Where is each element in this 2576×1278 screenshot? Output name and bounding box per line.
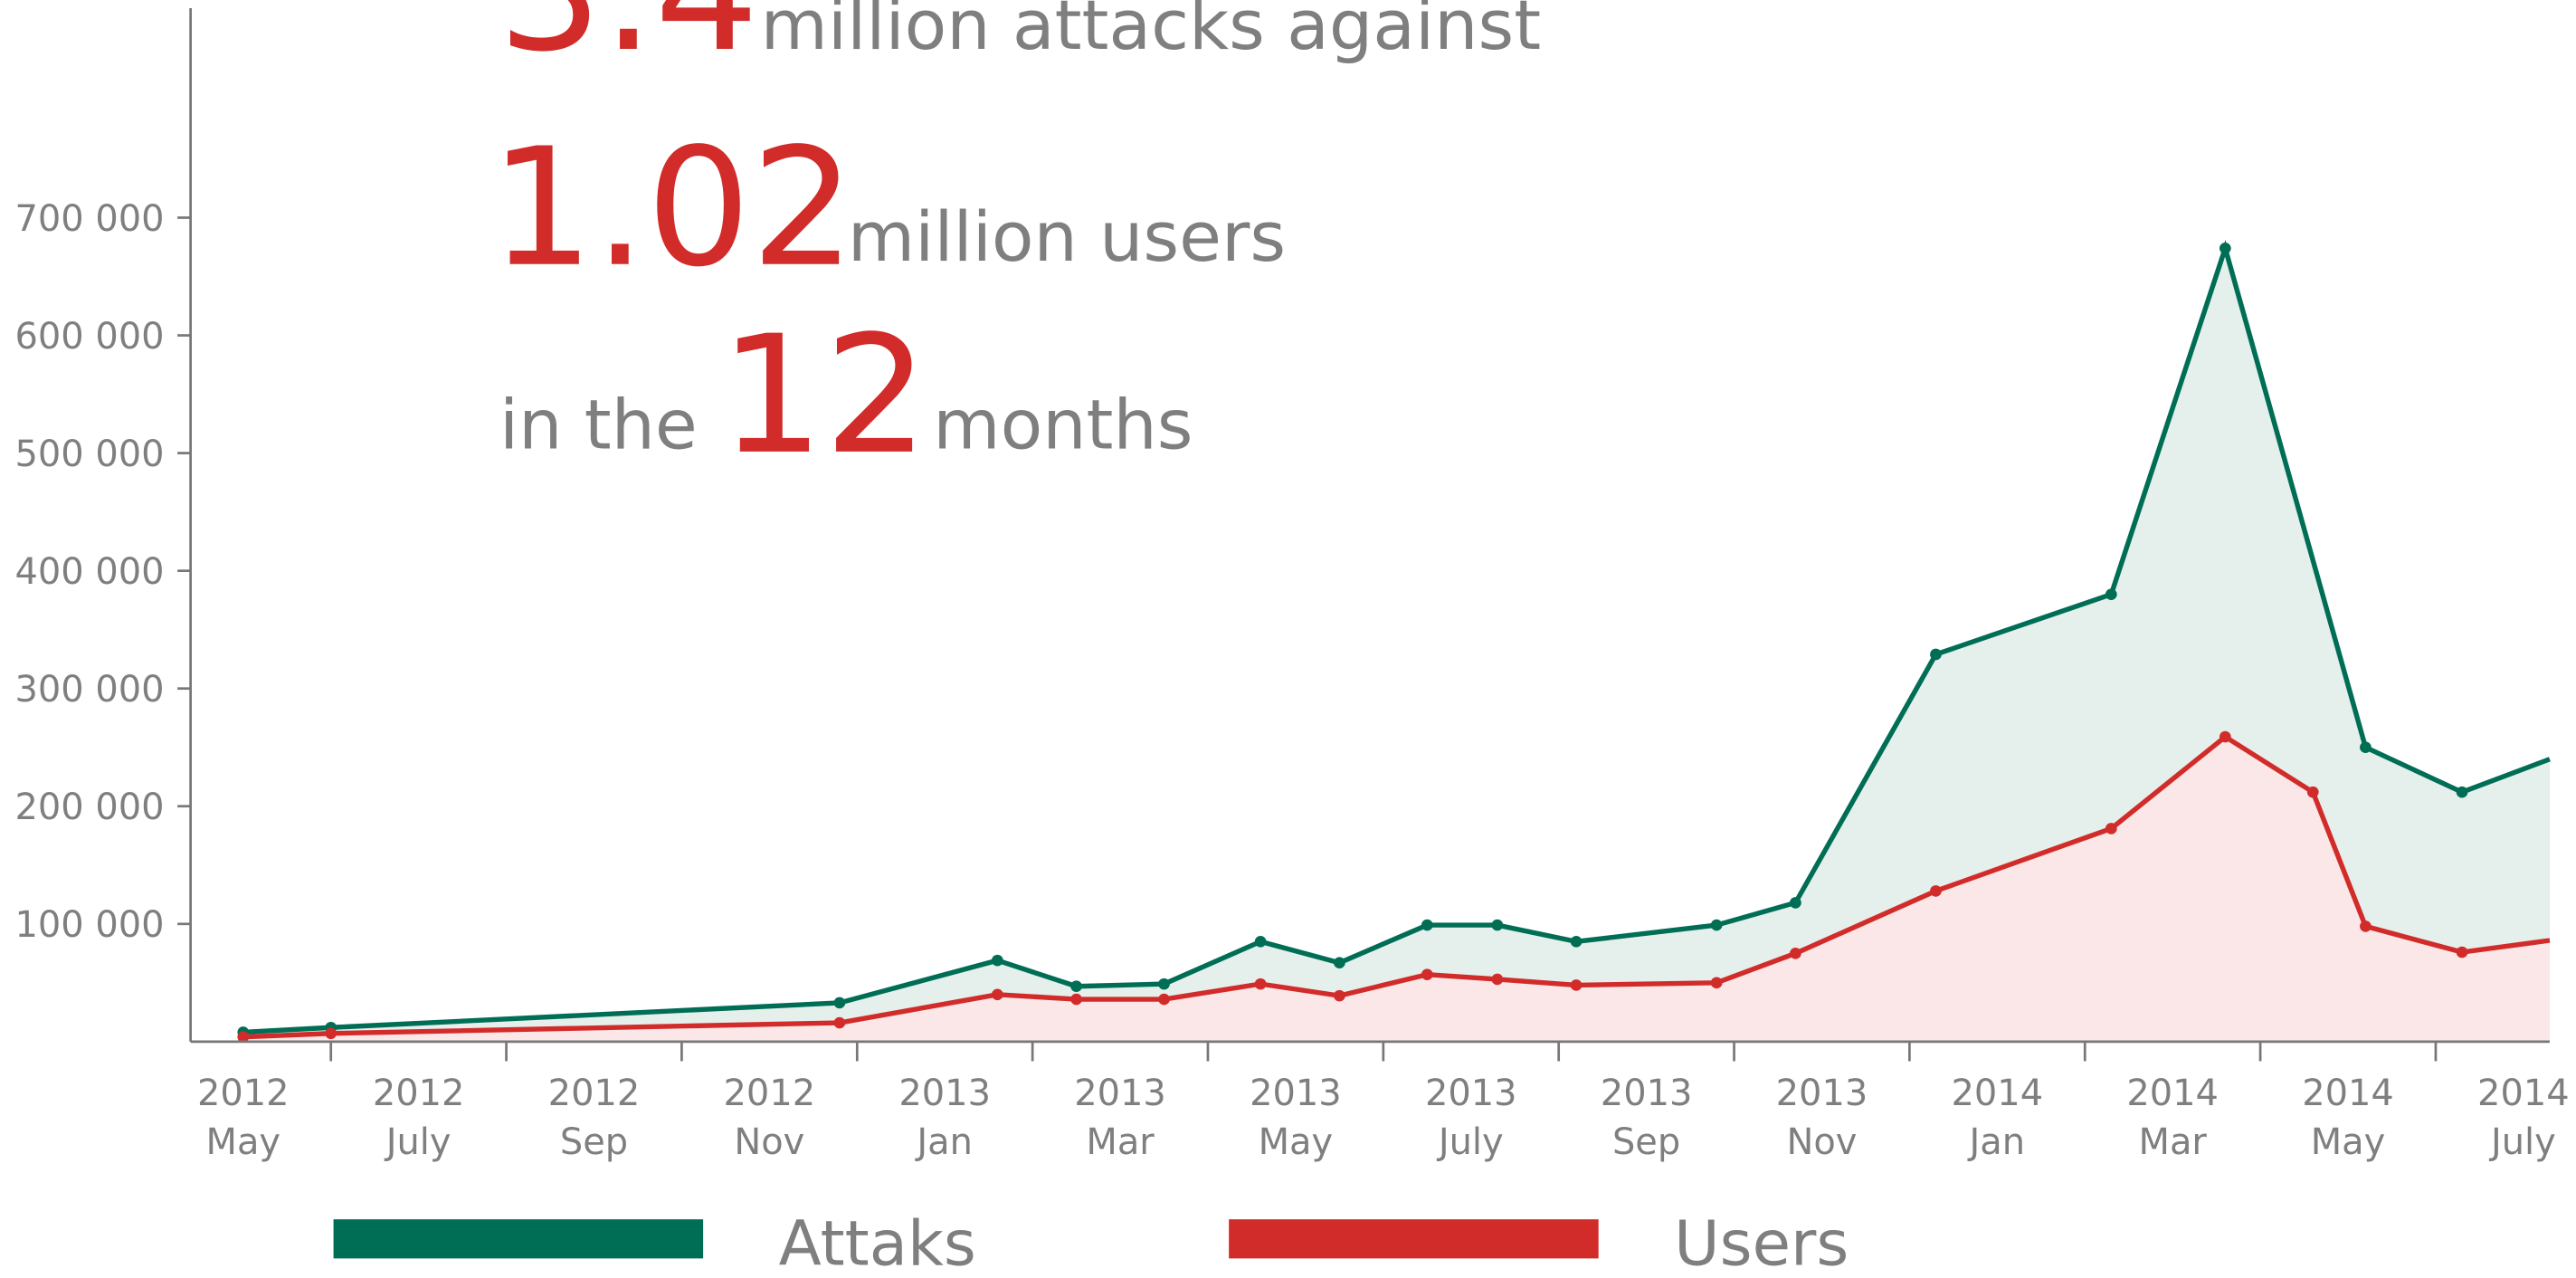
data-point xyxy=(1491,973,1504,986)
x-tick-month: Jan xyxy=(914,1121,973,1163)
x-tick-month: July xyxy=(384,1121,452,1163)
legend-swatch xyxy=(333,1219,704,1259)
x-tick-month: July xyxy=(1436,1121,1504,1163)
x-tick-year: 2013 xyxy=(898,1073,991,1114)
data-point xyxy=(1421,919,1433,931)
data-point xyxy=(1070,993,1082,1006)
x-tick-month: Jan xyxy=(1967,1121,2026,1163)
x-tick-year: 2012 xyxy=(724,1073,816,1114)
data-point xyxy=(325,1027,337,1040)
x-tick-year: 2014 xyxy=(1952,1073,2044,1114)
data-point xyxy=(2360,920,2372,932)
x-tick-month: May xyxy=(1259,1121,1334,1163)
data-point xyxy=(1790,897,1801,909)
headline-text: million attacks against xyxy=(761,0,1541,65)
data-point xyxy=(1254,936,1267,948)
x-tick-month: Sep xyxy=(560,1121,628,1163)
data-point xyxy=(1710,977,1723,989)
data-point xyxy=(1710,919,1723,931)
legend-label: Users xyxy=(1674,1208,1849,1278)
area-fill xyxy=(242,248,2550,1042)
data-point xyxy=(2456,786,2468,798)
y-tick-label: 600 000 xyxy=(14,316,164,358)
x-tick-month: May xyxy=(2311,1121,2386,1163)
x-tick-year: 2014 xyxy=(2126,1073,2219,1114)
legend-swatch xyxy=(1229,1219,1599,1259)
headline-number: 3.4 xyxy=(498,0,759,88)
data-point xyxy=(1158,978,1170,990)
x-tick-month: July xyxy=(2488,1121,2556,1163)
area-fill xyxy=(242,737,2550,1042)
data-point xyxy=(2360,741,2372,754)
data-point xyxy=(991,954,1003,967)
x-tick-month: Nov xyxy=(1786,1121,1857,1163)
x-tick-month: Mar xyxy=(1086,1121,1155,1163)
data-point xyxy=(1491,919,1504,931)
series-line xyxy=(242,733,2551,1040)
headline-number: 12 xyxy=(719,300,928,491)
y-tick-label: 100 000 xyxy=(14,904,164,946)
data-point xyxy=(1930,885,1942,897)
data-point xyxy=(1930,648,1942,661)
x-tick-month: May xyxy=(206,1121,281,1163)
data-point xyxy=(237,1031,250,1043)
x-tick-month: Nov xyxy=(734,1121,804,1163)
x-tick-year: 2013 xyxy=(1250,1073,1342,1114)
data-point xyxy=(991,988,1003,1001)
x-tick-year: 2013 xyxy=(1776,1073,1868,1114)
data-point xyxy=(1570,936,1583,948)
data-point xyxy=(1070,980,1082,993)
x-tick-year: 2013 xyxy=(1074,1073,1166,1114)
x-tick-year: 2012 xyxy=(197,1073,290,1114)
x-tick-year: 2012 xyxy=(548,1073,641,1114)
y-tick-label: 200 000 xyxy=(14,787,164,828)
data-point xyxy=(1421,968,1433,981)
data-point xyxy=(1570,979,1583,991)
x-tick-month: Sep xyxy=(1612,1121,1680,1163)
data-point xyxy=(1334,989,1345,1002)
data-point xyxy=(2105,588,2117,600)
data-point xyxy=(1790,948,1801,959)
data-point xyxy=(2219,243,2231,254)
x-tick-year: 2012 xyxy=(373,1073,465,1114)
data-point xyxy=(2456,946,2468,958)
x-tick-year: 2013 xyxy=(1425,1073,1517,1114)
data-point xyxy=(833,997,846,1009)
headline-number: 1.02 xyxy=(490,112,855,302)
y-tick-label: 300 000 xyxy=(14,669,164,711)
y-tick-label: 500 000 xyxy=(14,434,164,475)
x-tick-month: Mar xyxy=(2138,1121,2207,1163)
x-tick-year: 2014 xyxy=(2477,1073,2570,1114)
headline-text: months xyxy=(933,386,1193,465)
data-point xyxy=(2219,730,2231,743)
data-point xyxy=(833,1016,846,1029)
x-tick-year: 2013 xyxy=(1601,1073,1693,1114)
data-point xyxy=(1334,957,1345,969)
data-point xyxy=(1158,993,1170,1006)
legend-label: Attaks xyxy=(779,1208,976,1278)
headline-text: in the xyxy=(499,386,698,465)
y-tick-label: 700 000 xyxy=(14,198,164,240)
headline-text: million users xyxy=(848,197,1286,277)
x-tick-year: 2014 xyxy=(2302,1073,2394,1114)
data-point xyxy=(1254,978,1267,990)
data-point xyxy=(2306,786,2319,798)
y-tick-label: 400 000 xyxy=(14,551,164,593)
data-point xyxy=(2105,823,2117,835)
